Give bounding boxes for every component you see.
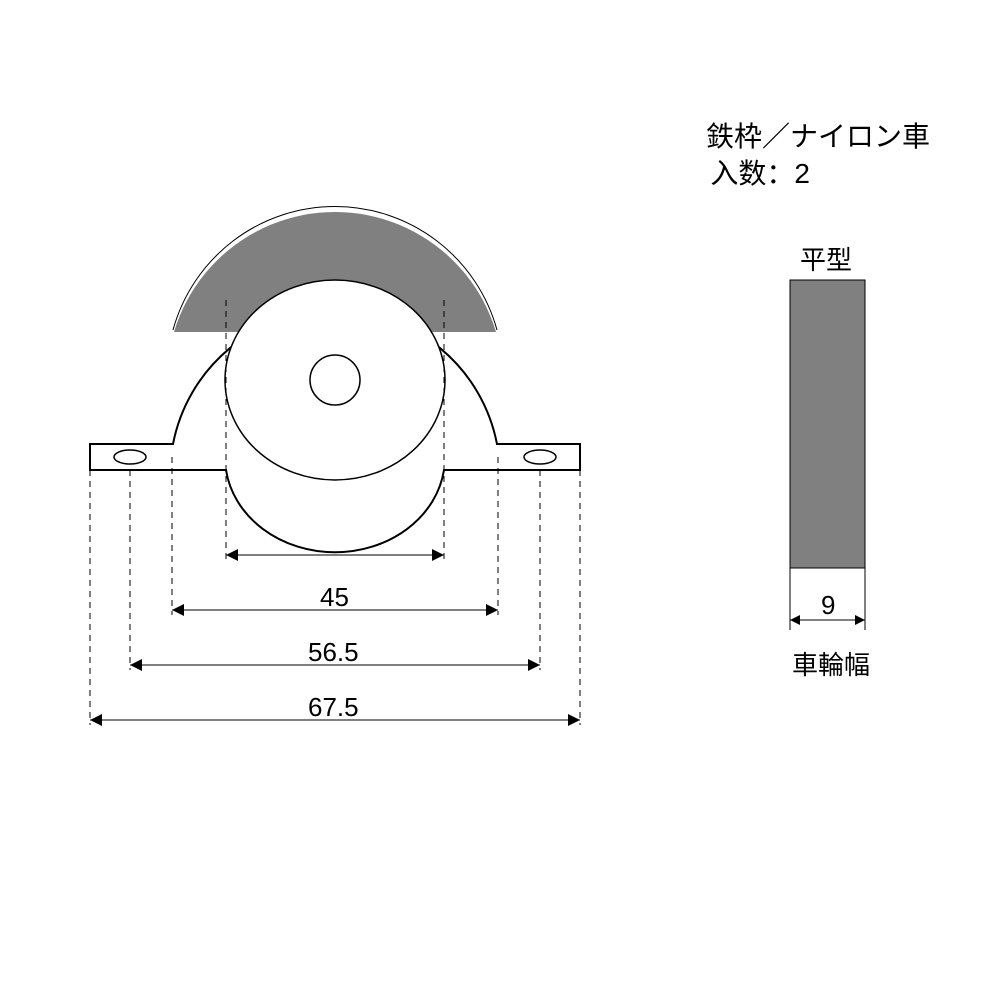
diagram-canvas: 鉄枠／ナイロン車 入数：2 平型 9 車輪幅 30 45 56.5 67.5 xyxy=(0,0,1000,1000)
side-view xyxy=(790,280,865,630)
front-view xyxy=(90,206,580,726)
diagram-svg xyxy=(0,0,1000,1000)
